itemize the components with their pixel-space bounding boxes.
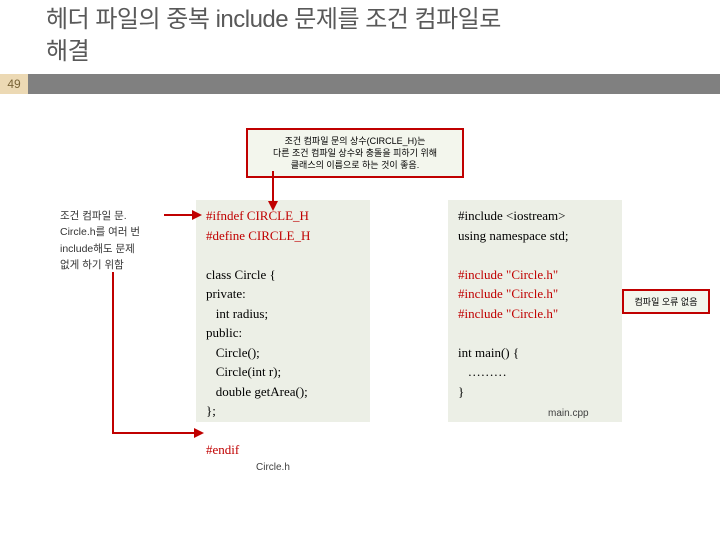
- code-ctor1: Circle();: [206, 345, 260, 360]
- code-include-circle-3: #include "Circle.h": [458, 306, 558, 321]
- code-include-circle-1: #include "Circle.h": [458, 267, 558, 282]
- slide-number: 49: [0, 74, 28, 94]
- arrow-line: [272, 171, 274, 203]
- filename-main-cpp: main.cpp: [548, 408, 589, 419]
- code-main-open: int main() {: [458, 345, 519, 360]
- code-close: };: [206, 403, 216, 418]
- code-using-ns: using namespace std;: [458, 228, 568, 243]
- code-public: public:: [206, 325, 242, 340]
- code-ifndef: #ifndef CIRCLE_H: [206, 208, 309, 223]
- arrow-head-icon: [194, 428, 204, 438]
- code-main-cpp: #include <iostream> using namespace std;…: [448, 200, 622, 422]
- code-endif: #endif: [206, 442, 239, 457]
- code-private: private:: [206, 286, 246, 301]
- side-note-conditional: 조건 컴파일 문.Circle.h를 여러 번include해도 문제없게 하기…: [60, 208, 164, 273]
- slide-title: 헤더 파일의 중복 include 문제를 조건 컴파일로해결: [0, 0, 720, 69]
- filename-circle-h: Circle.h: [256, 462, 290, 473]
- code-radius: int radius;: [206, 306, 268, 321]
- code-class-decl: class Circle {: [206, 267, 276, 282]
- code-circle-h: #ifndef CIRCLE_H #define CIRCLE_H class …: [196, 200, 370, 422]
- code-include-iostream: #include <iostream>: [458, 208, 565, 223]
- code-getarea: double getArea();: [206, 384, 308, 399]
- code-ctor2: Circle(int r);: [206, 364, 281, 379]
- code-main-body: ………: [458, 364, 507, 379]
- code-include-circle-2: #include "Circle.h": [458, 286, 558, 301]
- arrow-line: [112, 272, 114, 434]
- code-main-close: }: [458, 384, 464, 399]
- arrow-head-icon: [268, 201, 278, 211]
- arrow-head-icon: [192, 210, 202, 220]
- callout-no-error: 컴파일 오류 없음: [622, 289, 710, 314]
- arrow-line: [112, 432, 198, 434]
- header-bar: [28, 74, 720, 94]
- callout-naming-tip: 조건 컴파일 문의 상수(CIRCLE_H)는다른 조건 컴파일 상수와 충돌을…: [246, 128, 464, 178]
- code-define: #define CIRCLE_H: [206, 228, 310, 243]
